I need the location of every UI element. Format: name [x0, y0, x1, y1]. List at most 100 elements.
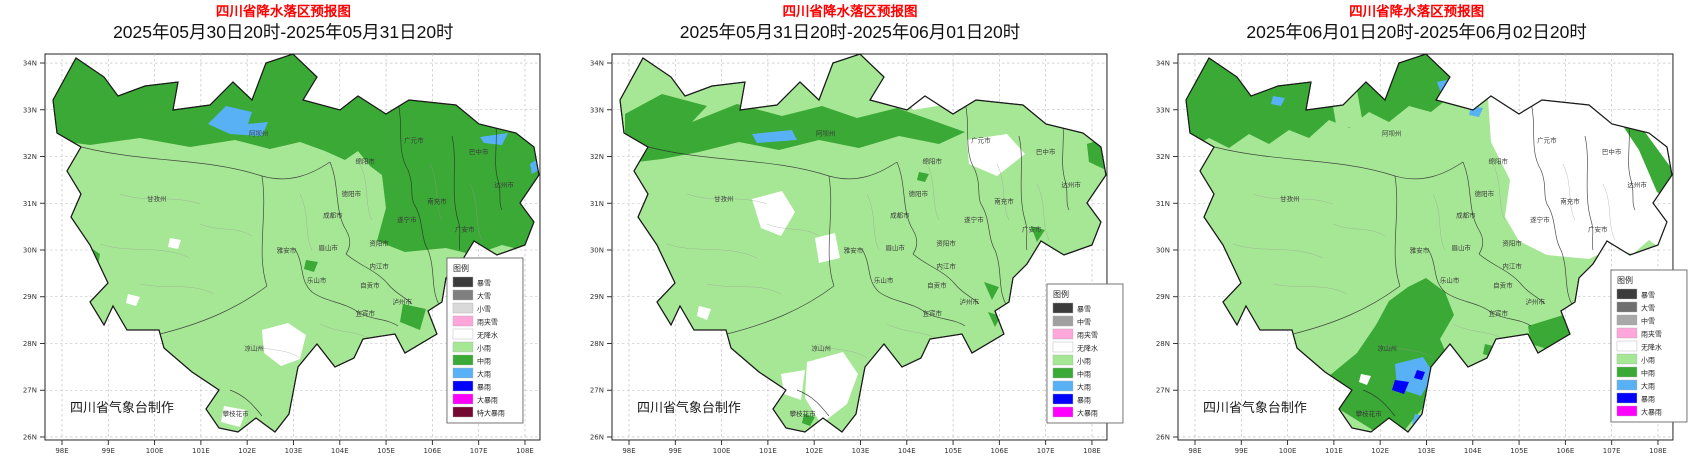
lon-tick-label: 101E [759, 447, 777, 455]
region-label: 遂宁市 [1530, 215, 1550, 224]
lat-tick-label: 26N [23, 433, 37, 441]
lon-tick-label: 105E [1511, 447, 1529, 455]
panel-title: 四川省降水落区预报图 [782, 4, 918, 19]
legend-swatch [1052, 302, 1073, 314]
lat-tick-label: 31N [1156, 200, 1170, 208]
region-label: 广元市 [971, 135, 991, 144]
attribution: 四川省气象台制作 [637, 400, 741, 416]
region-label: 攀枝花市 [789, 409, 815, 418]
legend-label: 中雪 [1641, 316, 1655, 325]
legend-swatch [1052, 341, 1073, 353]
legend-label: 雨夹雪 [1077, 330, 1098, 339]
legend-swatch [452, 393, 474, 405]
axis-ticks: 98E 99E 100E 101E 102E 103E 104E 105E 106E 107E 10… [23, 60, 534, 455]
legend-swatch [1617, 288, 1638, 300]
legend-label: 暴雨 [1077, 396, 1091, 404]
region-label: 自贡市 [360, 280, 380, 289]
forecast-panel-2: 四川省降水落区预报图 2025年05月31日20时-2025年06月01日20时… [567, 0, 1134, 459]
legend-label: 暴雪 [1077, 305, 1091, 313]
region-label: 广安市 [1588, 224, 1608, 233]
region-label: 雅安市 [277, 245, 297, 254]
attribution: 四川省气象台制作 [70, 400, 174, 416]
forecast-panel-3: 四川省降水落区预报图 2025年06月01日20时-2025年06月02日20时… [1133, 0, 1700, 459]
legend-swatch [452, 367, 474, 379]
region-label: 自贡市 [927, 280, 947, 289]
lat-tick-label: 27N [23, 387, 37, 395]
legend-title: 图例 [453, 263, 469, 273]
region-label: 乐山市 [874, 276, 894, 285]
region-label: 南充市 [427, 196, 447, 205]
region-label: 达州市 [494, 180, 514, 189]
region-label: 资阳市 [936, 238, 956, 247]
region-label: 成都市 [323, 210, 343, 219]
lon-tick-label: 105E [377, 447, 395, 455]
precip-map-3: 98E 99E 100E 101E 102E 103E 104E 105E 106E 107E 10… [1156, 53, 1688, 455]
lon-tick-label: 107E [1603, 447, 1621, 455]
lon-tick-label: 100E [1279, 447, 1297, 455]
forecast-panel-1: 四川省降水落区预报图 2025年05月30日20时-2025年05月31日20时… [0, 0, 567, 459]
lat-tick-label: 33N [590, 106, 604, 114]
lon-tick-label: 99E [102, 447, 115, 455]
legend-label: 雨夹雪 [477, 317, 498, 326]
legend-swatch [452, 302, 474, 314]
region-label: 泸州市 [1526, 297, 1546, 306]
panel-title: 四川省降水落区预报图 [1349, 4, 1485, 19]
legend-swatch [1617, 340, 1638, 352]
lat-tick-label: 30N [1156, 246, 1170, 254]
region-label: 达州市 [1628, 180, 1648, 189]
region-label: 成都市 [890, 210, 910, 219]
legend-label: 大暴雨 [1641, 407, 1662, 416]
region-label: 资阳市 [369, 238, 389, 247]
region-label: 内江市 [936, 262, 956, 271]
legend-swatch [1617, 314, 1638, 326]
lat-tick-label: 31N [590, 200, 604, 208]
legend-swatch [1617, 301, 1638, 313]
region-label: 绵阳市 [922, 157, 942, 166]
lat-tick-label: 28N [590, 340, 604, 348]
legend-swatch [452, 315, 474, 327]
attribution: 四川省气象台制作 [1203, 400, 1307, 416]
legend-label: 小雪 [477, 304, 491, 313]
lat-tick-label: 27N [590, 387, 604, 395]
region-label: 成都市 [1456, 210, 1476, 219]
lat-tick-label: 32N [590, 153, 604, 161]
region-label: 达州市 [1061, 180, 1081, 189]
lat-tick-label: 31N [23, 200, 37, 208]
region-label: 德阳市 [1475, 189, 1495, 198]
panel-subtitle: 2025年05月30日20时-2025年05月31日20时 [113, 22, 454, 42]
lat-tick-label: 30N [590, 246, 604, 254]
region-label: 德阳市 [342, 189, 362, 198]
legend-swatch [1052, 406, 1073, 418]
legend-label: 暴雨 [477, 383, 491, 391]
lat-tick-label: 34N [590, 60, 604, 68]
region-label: 广元市 [1537, 135, 1557, 144]
legend-swatch [1052, 328, 1073, 340]
region-label: 绵阳市 [356, 157, 376, 166]
legend-label: 暴雪 [1641, 291, 1655, 299]
region-label: 宜宾市 [1489, 308, 1509, 317]
legend-swatch [452, 289, 474, 301]
lon-tick-label: 106E [423, 447, 441, 455]
lon-tick-label: 105E [944, 447, 962, 455]
legend-label: 雨夹雪 [1641, 329, 1662, 338]
region-label: 眉山市 [318, 243, 338, 252]
lon-tick-label: 107E [470, 447, 488, 455]
region-label: 广元市 [404, 135, 424, 144]
panel-subtitle: 2025年05月31日20时-2025年06月01日20时 [679, 22, 1021, 42]
region-label: 乐山市 [1440, 276, 1460, 285]
lon-tick-label: 98E [55, 447, 68, 455]
region-label: 阿坝州 [1382, 128, 1401, 137]
region-label: 攀枝花市 [223, 409, 249, 418]
lat-tick-label: 26N [590, 433, 604, 441]
region-label: 广安市 [1022, 224, 1042, 233]
legend-swatch [1617, 392, 1638, 404]
legend-label: 无降水 [1641, 342, 1662, 351]
legend-swatch [1617, 327, 1638, 339]
legend-swatch [452, 276, 474, 288]
legend-label: 中雨 [1077, 369, 1091, 378]
region-label: 雅安市 [843, 245, 863, 254]
